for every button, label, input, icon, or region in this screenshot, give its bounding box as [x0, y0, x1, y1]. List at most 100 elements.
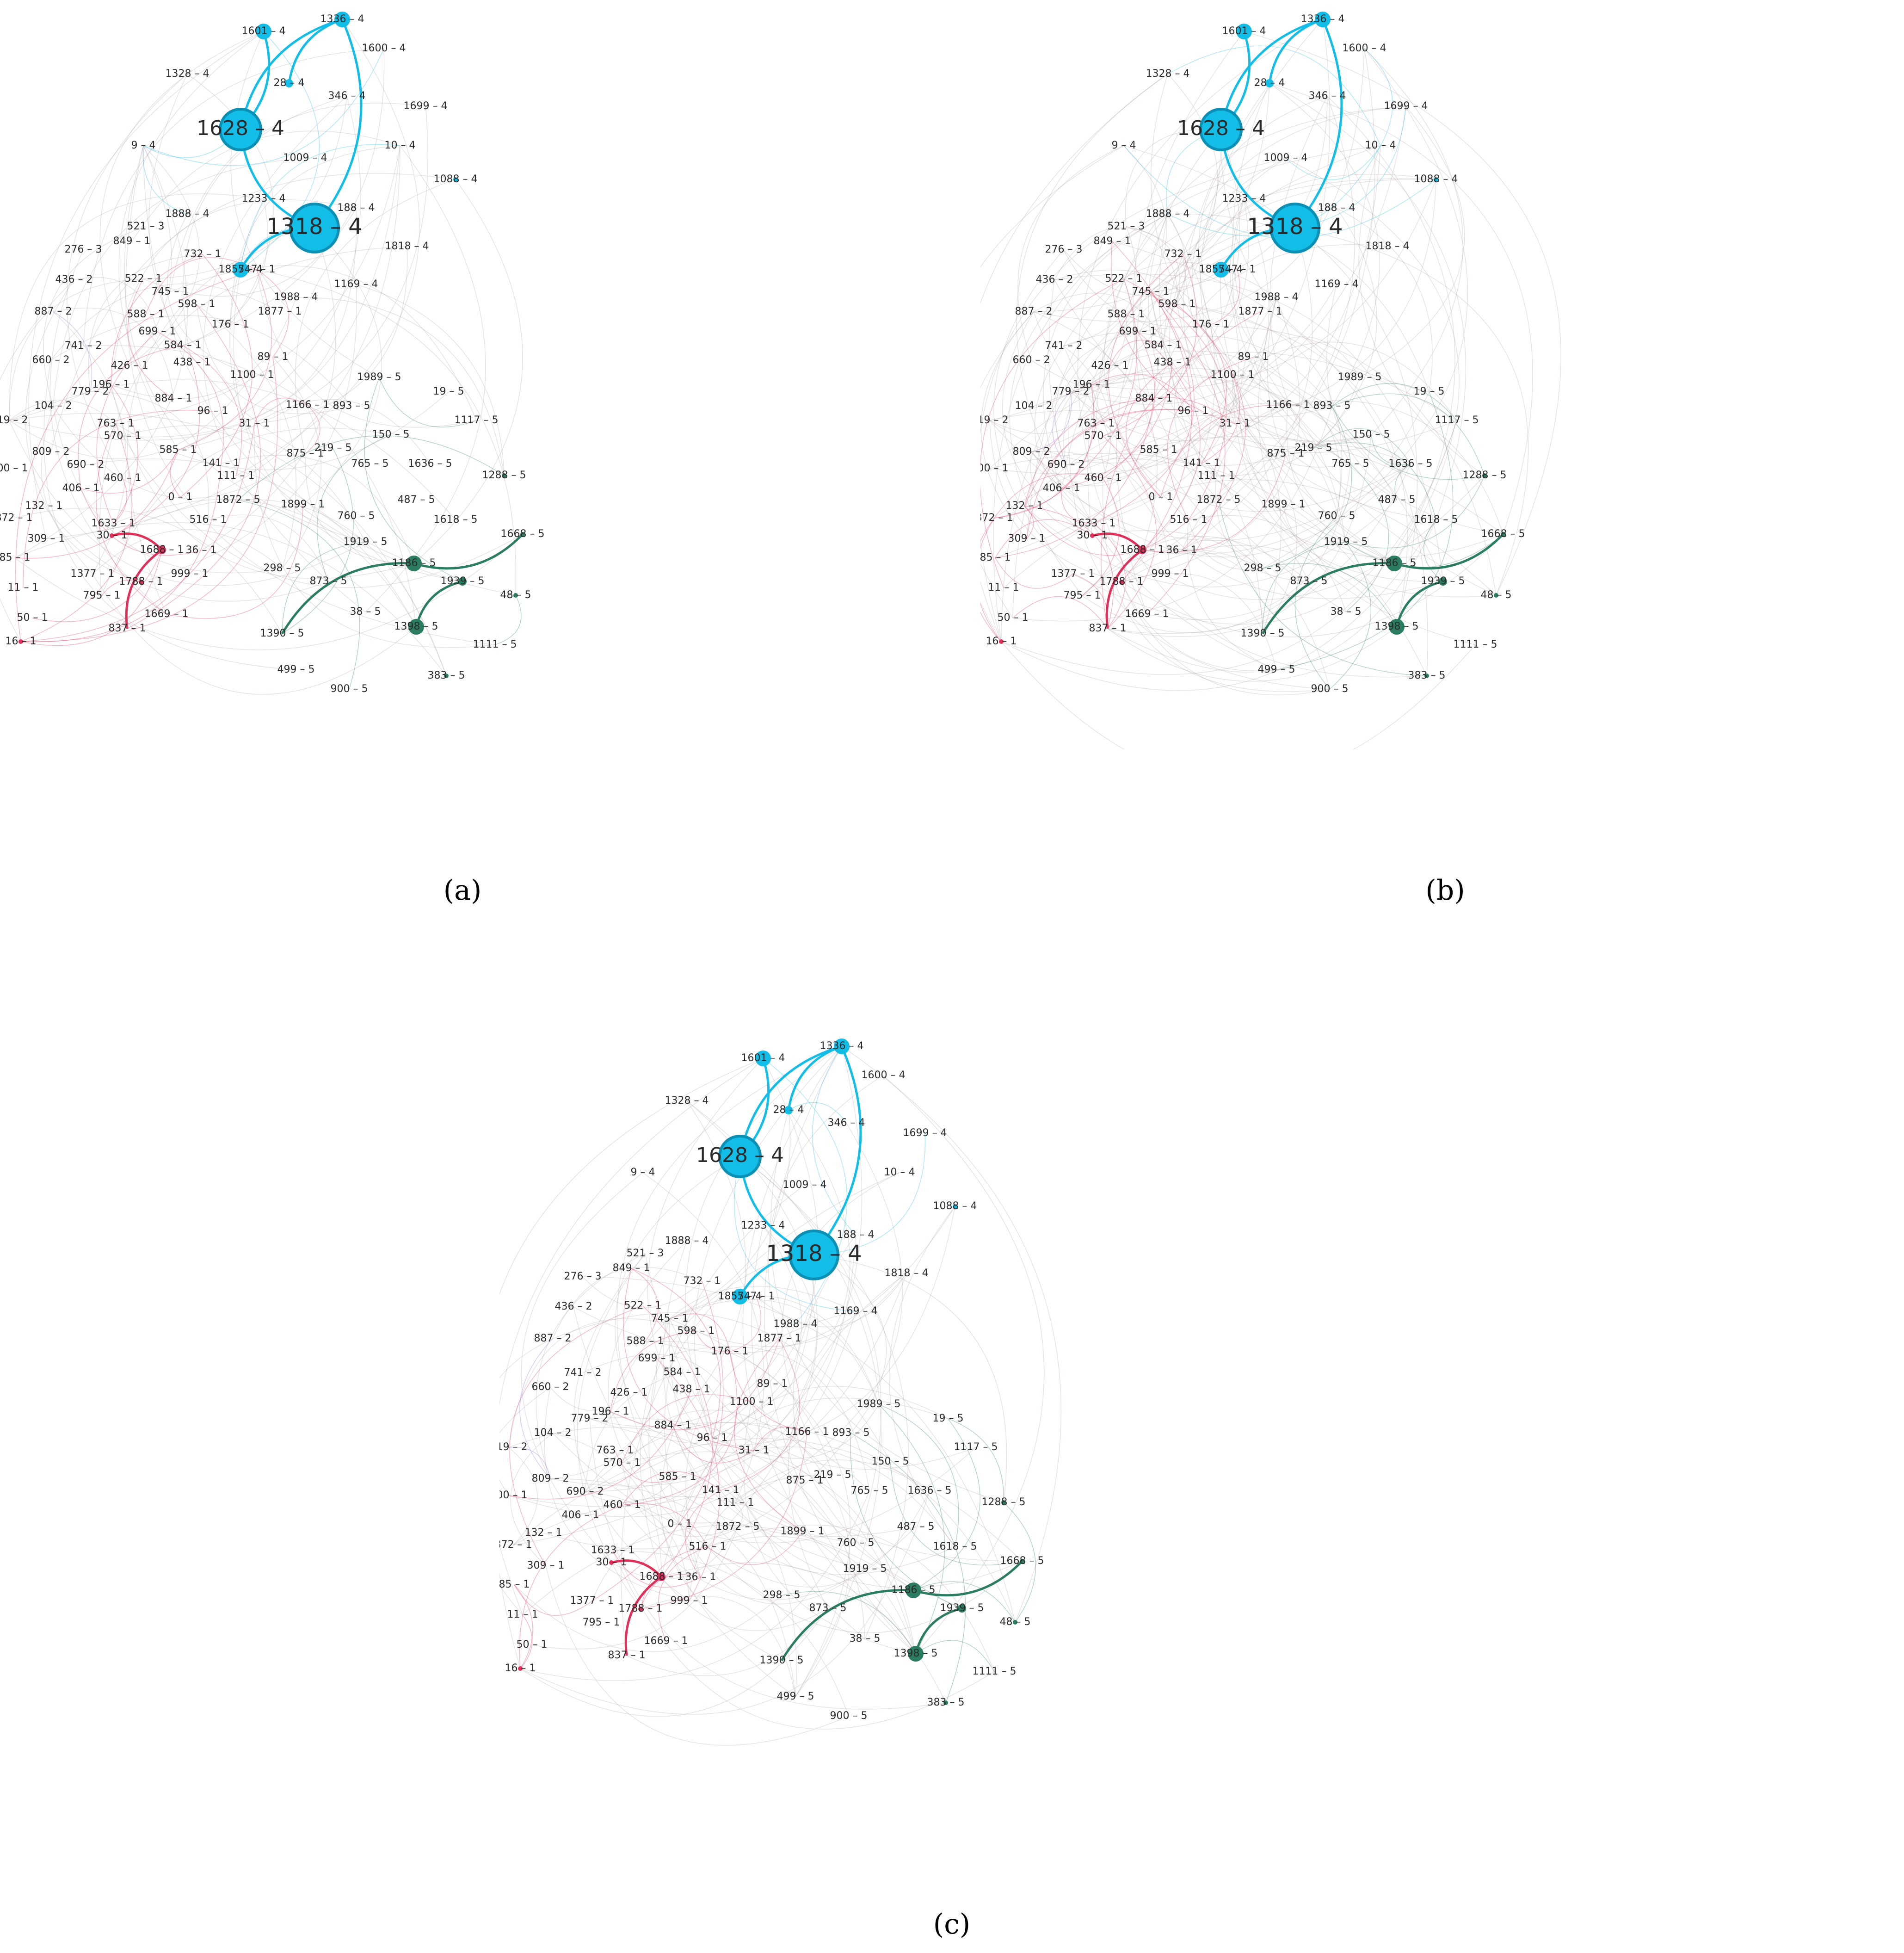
node-label: 89 – 1: [1238, 351, 1269, 363]
node-label: 141 – 1: [203, 457, 240, 469]
node-label: 1377 – 1: [71, 568, 115, 580]
node-label: 1636 – 5: [408, 458, 452, 470]
graph-edge: [1082, 48, 1375, 596]
node-label: 516 – 1: [1170, 514, 1208, 525]
graph-edge: [764, 1046, 916, 1654]
node-label: 298 – 5: [264, 562, 301, 574]
node-label: 141 – 1: [702, 1484, 739, 1496]
node-label: 1186 – 5: [1373, 557, 1417, 569]
graph-edge: [1024, 500, 1397, 587]
graph-edge: [1063, 249, 1221, 297]
graph-edge: [1107, 519, 1436, 673]
graph-edge: [187, 74, 274, 325]
graph-edge: [610, 1338, 780, 1430]
node-label: 1318 – 4: [766, 1241, 862, 1267]
graph-edge: [994, 384, 1094, 519]
node-label: 38 – 5: [350, 606, 381, 618]
graph-edge: [127, 208, 357, 615]
node-label: 1088 – 4: [933, 1200, 977, 1212]
graph-edge: [915, 1640, 995, 1672]
node-label: 588 – 1: [1108, 309, 1145, 320]
node-label: 426 – 1: [610, 1387, 648, 1398]
graph-edge: [1024, 506, 1189, 556]
node-label: 760 – 5: [837, 1537, 875, 1549]
graph-edge: [1092, 530, 1330, 690]
graph-edge: [1108, 254, 1183, 498]
highlighted-edge: [913, 1560, 1023, 1597]
node-label: 16 – 1: [986, 636, 1017, 647]
graph-edge: [9, 413, 447, 676]
graph-edge: [1123, 278, 1227, 520]
node-label: 887 – 2: [1015, 306, 1053, 317]
node-label: 1788 – 1: [119, 576, 163, 587]
node-label: 690 – 2: [67, 459, 105, 470]
graph-edge: [1201, 463, 1503, 558]
graph-edge: [550, 1358, 657, 1479]
graph-edge: [1181, 538, 1263, 569]
graph-edge: [99, 246, 407, 596]
graph-edge: [573, 1253, 690, 1601]
node-label: 893 – 5: [832, 1427, 870, 1439]
graph-edge: [545, 1565, 849, 1746]
node-label: 96 – 1: [697, 1432, 728, 1444]
node-label: 522 – 1: [624, 1300, 662, 1311]
network-svg: 1601 – 4 1336 – 4 1600 – 4 1328 – 4 28 – 4 34…: [499, 1038, 1061, 1746]
graph-edge: [178, 269, 272, 451]
graph-edge: [1002, 311, 1093, 536]
node-label: 763 – 1: [597, 1445, 634, 1456]
node-label: 1336 – 4: [320, 13, 364, 25]
graph-edge: [883, 1075, 1045, 1654]
node-label: 1888 – 4: [1146, 208, 1190, 220]
graph-node: [908, 1646, 924, 1662]
graph-edge: [612, 1550, 995, 1730]
graph-edge: [203, 96, 366, 612]
node-label: 460 – 1: [104, 472, 142, 484]
graph-edge: [113, 499, 417, 627]
node-label: 1872 – 5: [1197, 494, 1241, 506]
graph-edge: [1061, 278, 1137, 489]
graph-edge: [272, 357, 322, 569]
graph-edge: [1137, 214, 1187, 332]
graph-edge: [1103, 214, 1189, 520]
graph-edge: [1061, 362, 1173, 489]
graph-edge: [1286, 405, 1395, 564]
node-label: 1628 – 4: [696, 1143, 784, 1167]
graph-edge: [238, 435, 505, 501]
graph-edge: [1093, 291, 1195, 524]
graph-edge: [552, 1312, 891, 1462]
graph-edge: [14, 145, 188, 558]
graph-edge: [20, 550, 162, 646]
graph-edge: [9, 399, 116, 424]
graph-edge: [664, 1185, 805, 1578]
graph-edge: [1220, 269, 1397, 501]
node-label: 732 – 1: [1165, 248, 1202, 260]
graph-edge: [167, 214, 253, 376]
node-label: 760 – 5: [1318, 510, 1356, 522]
graph-edge: [994, 423, 1097, 519]
graph-node: [520, 532, 525, 537]
graph-edge: [96, 423, 167, 615]
graph-edge: [113, 478, 127, 524]
graph-node: [1434, 177, 1438, 182]
node-label: 893 – 5: [1313, 400, 1351, 412]
node-label: 150 – 5: [1353, 429, 1390, 440]
graph-edge: [994, 473, 1103, 519]
graph-edge: [9, 145, 172, 421]
graph-edge: [734, 1338, 803, 1532]
graph-edge: [689, 1474, 833, 1601]
graph-edge: [254, 397, 308, 424]
node-label: 1088 – 4: [1414, 173, 1458, 185]
graph-edge: [621, 1172, 900, 1656]
graph-edge: [1093, 269, 1239, 524]
node-label: 763 – 1: [97, 418, 135, 429]
graph-node: [458, 577, 467, 586]
graph-edge: [1093, 523, 1126, 629]
graph-edge: [413, 179, 523, 564]
node-label: 188 – 4: [837, 1229, 875, 1241]
graph-edge: [1327, 96, 1455, 564]
graph-edge: [1024, 506, 1034, 539]
node-label: 298 – 5: [1244, 562, 1282, 574]
highlighted-edge: [624, 1576, 662, 1656]
graph-edge: [989, 453, 1427, 676]
graph-node: [1424, 674, 1429, 678]
